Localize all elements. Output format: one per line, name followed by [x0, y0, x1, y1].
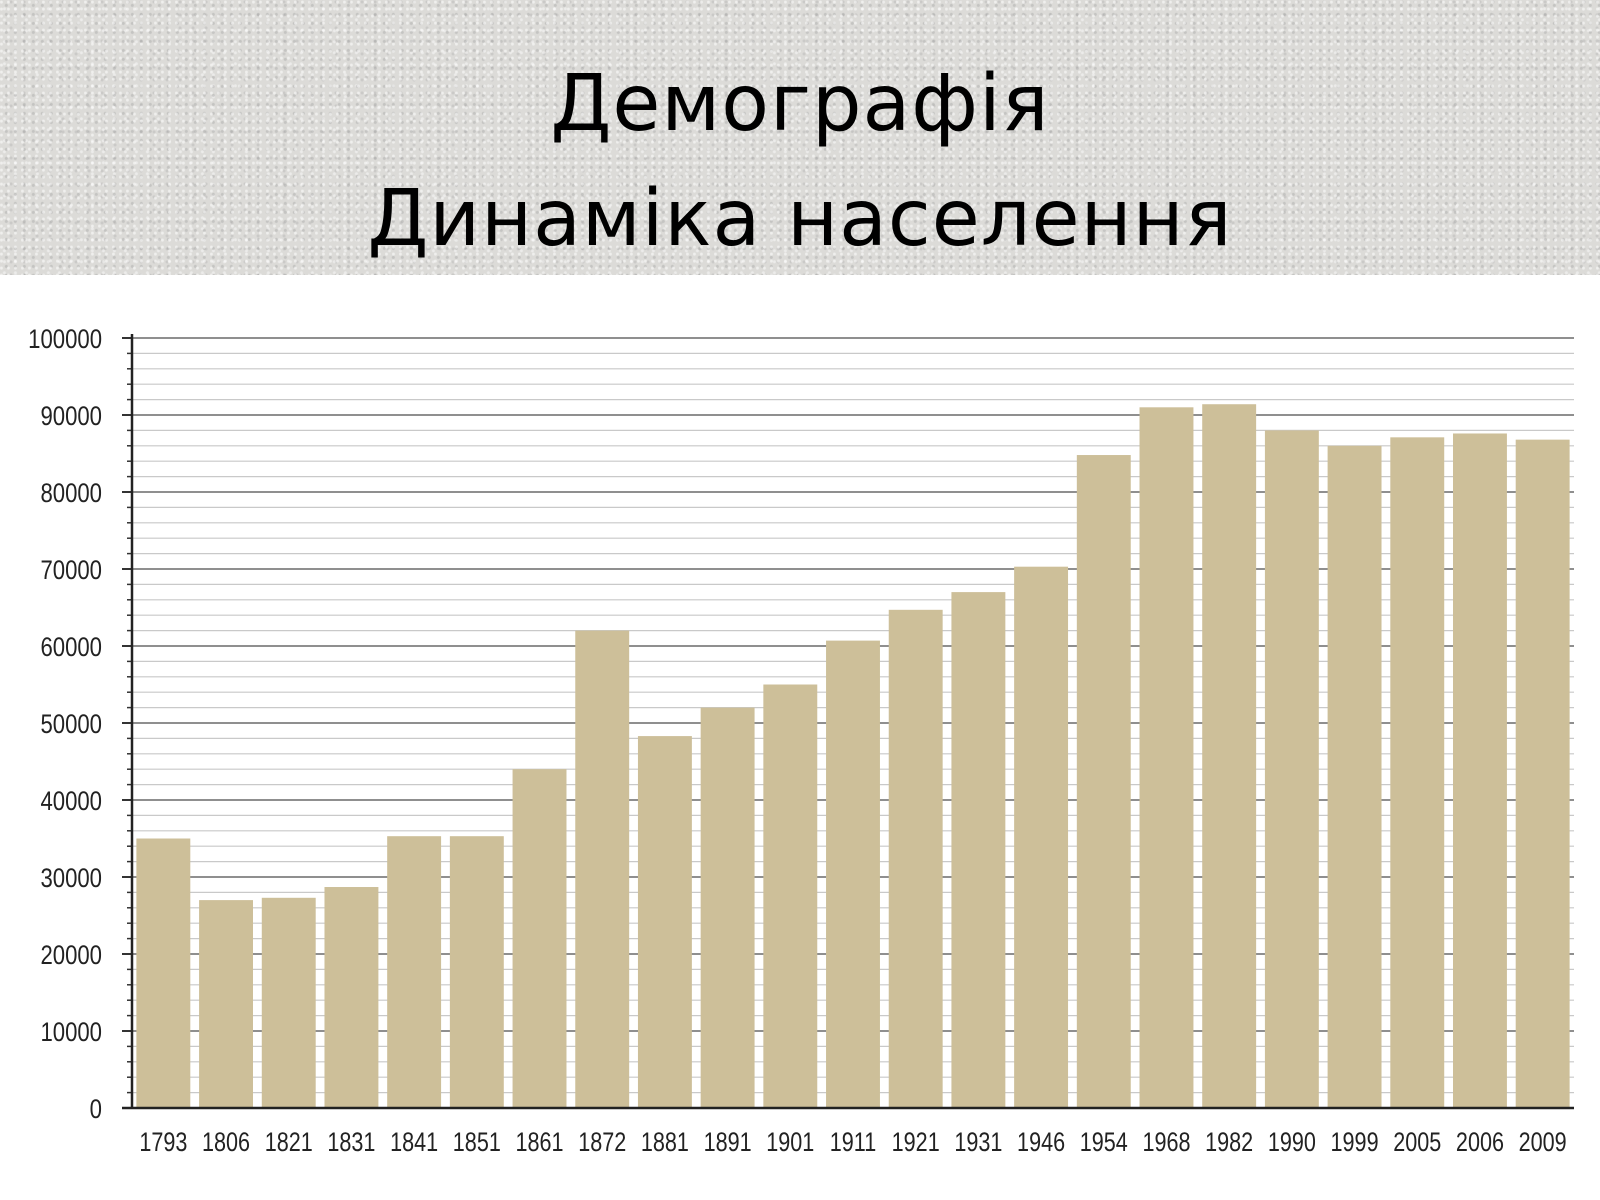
x-tick-label: 1861: [516, 1128, 564, 1158]
bar-1921: [888, 609, 943, 1108]
x-tick-label: 1911: [830, 1128, 876, 1158]
x-tick-label: 1968: [1142, 1128, 1190, 1158]
y-tick-label: 10000: [40, 1018, 102, 1048]
y-tick-label: 80000: [40, 479, 102, 509]
page-title: Демографія: [550, 59, 1050, 149]
x-tick-label: 1831: [327, 1128, 375, 1158]
x-tick-label: 1954: [1080, 1128, 1128, 1158]
x-tick-label: 2009: [1519, 1128, 1567, 1158]
x-tick-label: 1990: [1268, 1128, 1316, 1158]
bar-1946: [1014, 566, 1069, 1108]
y-tick-label: 30000: [40, 864, 102, 894]
x-tick-label: 2005: [1393, 1128, 1441, 1158]
x-tick-label: 1946: [1017, 1128, 1065, 1158]
x-tick-label: 1921: [892, 1128, 940, 1158]
x-tick-label: 1821: [265, 1128, 313, 1158]
y-tick-label: 70000: [40, 556, 102, 586]
title-band: [0, 0, 1600, 275]
bar-1861: [512, 769, 567, 1108]
page-subtitle: Динаміка населення: [367, 174, 1233, 264]
bar-1901: [763, 684, 818, 1108]
bar-1954: [1076, 455, 1131, 1108]
axes: [122, 334, 1574, 1110]
bar-1982: [1202, 404, 1257, 1109]
x-tick-label: 2006: [1456, 1128, 1504, 1158]
bar-1806: [199, 900, 254, 1108]
bars: [136, 404, 1570, 1109]
x-tick-label: 1931: [954, 1128, 1002, 1158]
y-tick-label: 20000: [40, 941, 102, 971]
bar-1990: [1264, 430, 1319, 1108]
x-tick-label: 1841: [390, 1128, 438, 1158]
x-tick-label: 1872: [578, 1128, 626, 1158]
y-tick-labels: 0 10000 20000 30000 40000 50000 60000 70000 8000…: [28, 325, 102, 1125]
bar-1881: [637, 736, 692, 1108]
x-tick-label: 1851: [453, 1128, 501, 1158]
bar-1911: [826, 640, 880, 1108]
bar-1872: [575, 630, 630, 1108]
bar-2009: [1515, 439, 1570, 1108]
y-tick-label: 100000: [28, 325, 102, 355]
x-tick-label: 1982: [1205, 1128, 1253, 1158]
population-bar-chart: 0 10000 20000 30000 40000 50000 60000 70000 8000…: [28, 325, 1574, 1158]
bar-1831: [324, 887, 379, 1108]
bar-1999: [1327, 445, 1382, 1108]
bar-2005: [1390, 437, 1445, 1108]
x-tick-label: 1881: [641, 1128, 689, 1158]
x-tick-label: 1793: [139, 1128, 187, 1158]
y-tick-label: 50000: [40, 710, 102, 740]
x-tick-label: 1891: [704, 1128, 752, 1158]
x-tick-labels: 1793 1806 1821 1831 1841 1851 1861 1872 1881 1891…: [139, 1128, 1566, 1158]
bar-1968: [1139, 407, 1194, 1108]
y-tick-label: 0: [90, 1095, 102, 1125]
bar-1931: [951, 592, 1006, 1108]
bar-2006: [1452, 433, 1507, 1108]
y-tick-label: 90000: [40, 402, 102, 432]
y-tick-label: 40000: [40, 787, 102, 817]
bar-1891: [700, 707, 755, 1108]
x-tick-label: 1806: [202, 1128, 250, 1158]
bar-1851: [449, 836, 504, 1108]
y-tick-label: 60000: [40, 633, 102, 663]
x-tick-label: 1901: [766, 1128, 814, 1158]
bar-1821: [261, 897, 316, 1108]
bar-1793: [136, 838, 191, 1108]
x-tick-label: 1999: [1331, 1128, 1379, 1158]
bar-1841: [387, 836, 442, 1108]
